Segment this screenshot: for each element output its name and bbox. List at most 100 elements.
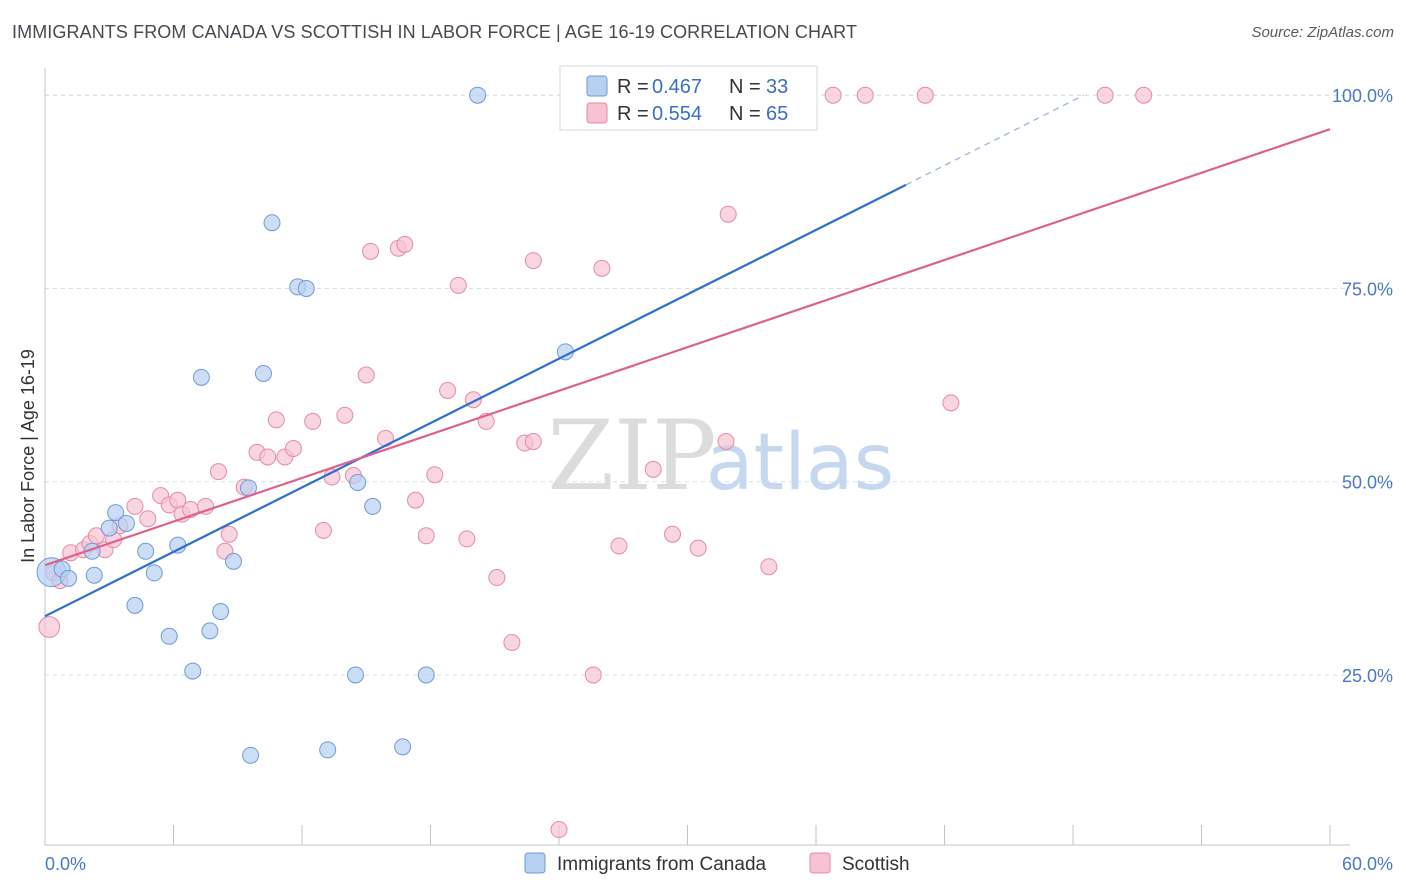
- scottish-point: [689, 539, 707, 557]
- legend-n-label-canada: N =: [729, 76, 761, 98]
- legend-r-value-canada: 0.467: [652, 76, 702, 98]
- canada-point: [145, 564, 163, 582]
- legend-n-value-scottish: 65: [766, 103, 788, 125]
- scottish-point: [439, 381, 457, 399]
- scottish-point: [362, 242, 380, 260]
- scottish-point: [584, 666, 602, 684]
- bottom-legend-label-scottish: Scottish: [842, 854, 910, 875]
- scottish-point: [304, 412, 322, 430]
- y-tick-label: 25.0%: [1342, 666, 1393, 686]
- canada-point: [469, 86, 487, 104]
- y-tick-label: 50.0%: [1342, 473, 1393, 493]
- canada-point: [107, 504, 125, 522]
- canada-point: [160, 627, 178, 645]
- scatter-points: [36, 86, 1153, 839]
- canada-point: [224, 552, 242, 570]
- canada-point: [263, 214, 281, 232]
- canada-point: [60, 569, 78, 587]
- x-tick-label-min: 0.0%: [45, 854, 86, 874]
- legend-swatch-scottish: [586, 102, 608, 124]
- canada-point: [347, 666, 365, 684]
- legend-r-label-scottish: R =: [617, 103, 649, 125]
- scottish-point: [760, 558, 778, 576]
- canada-point: [319, 741, 337, 759]
- scottish-point: [396, 235, 414, 253]
- scottish-point: [717, 432, 735, 450]
- scottish-point: [417, 527, 435, 545]
- canada-point: [212, 603, 230, 621]
- scottish-point: [719, 205, 737, 223]
- y-tick-label: 75.0%: [1342, 279, 1393, 299]
- scottish-point: [126, 497, 144, 515]
- scottish-point: [458, 530, 476, 548]
- canada-trend-extension: [905, 94, 1084, 186]
- scottish-point: [314, 521, 332, 539]
- scottish-point: [87, 527, 105, 545]
- watermark: ZIP atlas: [547, 400, 894, 512]
- legend-swatch-canada: [586, 75, 608, 97]
- canada-point: [297, 279, 315, 297]
- scottish-point: [336, 406, 354, 424]
- legend-box: R = 0.467 N = 33 R = 0.554 N = 65: [559, 65, 818, 131]
- bottom-legend: Immigrants from Canada Scottish: [524, 852, 910, 875]
- legend-r-value-scottish: 0.554: [652, 103, 702, 125]
- canada-trend-line: [44, 183, 907, 618]
- scottish-point: [488, 569, 506, 587]
- scottish-point: [550, 821, 568, 839]
- canada-point: [417, 666, 435, 684]
- scottish-point: [593, 259, 611, 277]
- scottish-point: [942, 394, 960, 412]
- scottish-point: [220, 525, 238, 543]
- canada-point: [349, 473, 367, 491]
- bottom-legend-swatch-scottish: [809, 852, 831, 874]
- scottish-point: [524, 252, 542, 270]
- canada-point: [364, 497, 382, 515]
- canada-point: [242, 746, 260, 764]
- bottom-legend-swatch-canada: [524, 852, 546, 874]
- canada-point: [137, 542, 155, 560]
- watermark-zip: ZIP: [547, 400, 716, 512]
- y-axis-label: In Labor Force | Age 16-19: [18, 349, 38, 563]
- chart-source: Source: ZipAtlas.com: [1251, 24, 1394, 41]
- scottish-point: [503, 633, 521, 651]
- scottish-point: [644, 460, 662, 478]
- scottish-point: [426, 466, 444, 484]
- scottish-point: [856, 86, 874, 104]
- canada-point: [126, 596, 144, 614]
- scottish-point: [267, 411, 285, 429]
- scottish-point: [916, 86, 934, 104]
- grid-lines: [45, 94, 1350, 676]
- scottish-point: [1096, 86, 1114, 104]
- x-tick-label-max: 60.0%: [1342, 854, 1393, 874]
- y-tick-label: 100.0%: [1332, 86, 1393, 106]
- canada-point: [117, 514, 135, 532]
- canada-point: [201, 622, 219, 640]
- scottish-point: [664, 525, 682, 543]
- canada-point: [254, 364, 272, 382]
- scottish-trend-line: [44, 128, 1331, 567]
- scottish-point: [610, 537, 628, 555]
- canada-point: [85, 566, 103, 584]
- scottish-point: [38, 616, 61, 638]
- scottish-point: [449, 276, 467, 294]
- scottish-point: [824, 86, 842, 104]
- canada-point: [192, 368, 210, 386]
- canada-point: [100, 519, 118, 537]
- scottish-point: [284, 439, 302, 457]
- scottish-point: [259, 448, 277, 466]
- watermark-atlas: atlas: [706, 418, 895, 508]
- scottish-point: [209, 463, 227, 481]
- scottish-point: [407, 491, 425, 509]
- legend-n-value-canada: 33: [766, 76, 788, 98]
- legend-r-label-canada: R =: [617, 76, 649, 98]
- scottish-point: [357, 366, 375, 384]
- axes: 25.0% 50.0% 75.0% 100.0% 0.0% 60.0%: [44, 68, 1393, 874]
- canada-point: [184, 662, 202, 680]
- chart-title: IMMIGRANTS FROM CANADA VS SCOTTISH IN LA…: [12, 22, 858, 42]
- trend-lines: [44, 94, 1331, 618]
- canada-point: [394, 738, 412, 756]
- scottish-point: [139, 510, 157, 528]
- scottish-point: [524, 432, 542, 450]
- scottish-point: [1135, 86, 1153, 104]
